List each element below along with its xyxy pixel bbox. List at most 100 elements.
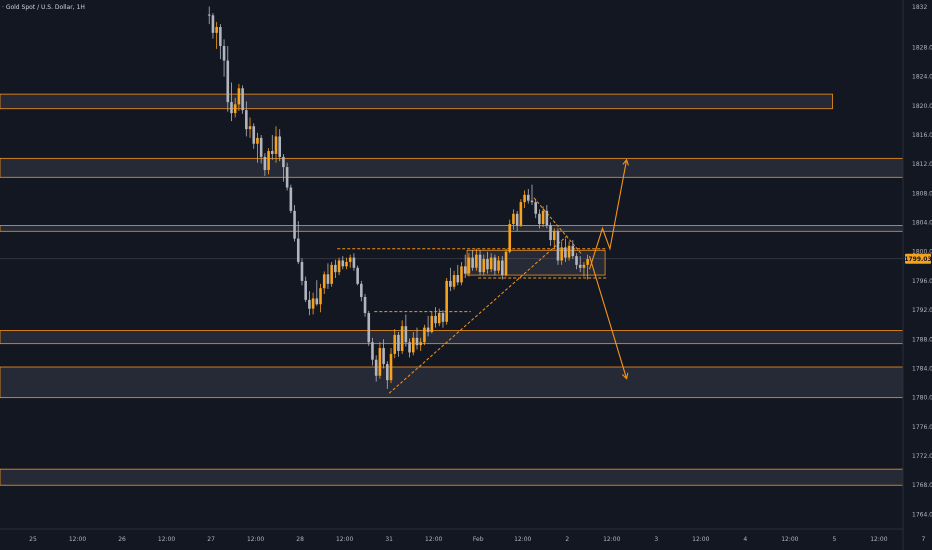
candle [211,13,215,39]
candle [586,254,589,280]
candle [237,83,241,111]
candle [475,248,478,271]
candle-body [393,334,397,354]
candle [575,253,578,270]
zone-rect [0,225,904,232]
candle [404,314,408,347]
candle [501,256,504,280]
candle-body [460,266,463,283]
candle [322,271,326,295]
trendline [533,197,583,255]
x-tick-label: 7 [921,536,925,543]
candle [426,315,430,337]
candle-body [426,327,430,332]
zone-rect [0,93,833,110]
candle-body [296,238,300,262]
candle [497,256,500,274]
y-tick-label: 1768.00 [912,482,932,489]
candle [315,280,319,306]
candle [463,254,467,278]
candle [508,219,512,254]
candle [456,264,460,286]
x-tick-label: 12:00 [247,536,264,543]
candle-body [493,257,497,271]
candle-body [482,259,486,273]
candle-body [478,254,482,273]
candle [467,253,471,277]
candle [519,199,523,227]
candle [282,153,285,182]
candle [504,248,508,277]
candle-body [552,231,556,241]
x-tick-label: 5 [832,536,836,543]
last-price-marker: 1799.03 [904,253,932,264]
candle [300,258,304,286]
candle [215,21,218,49]
candle-body [515,213,519,226]
candle-body [489,257,493,270]
candle-body [534,202,538,214]
candle-body [311,298,315,309]
candle [430,311,434,334]
candle-body [430,315,434,332]
candle [541,206,545,227]
candle-body [304,280,307,300]
candle [411,331,415,356]
candle-body [270,151,274,154]
candle [259,134,263,164]
candle-body [356,267,359,284]
candle [489,253,493,273]
candle-body [400,326,404,351]
candle [515,210,519,232]
y-tick-label: 1824.00 [912,74,932,81]
candle-body [207,14,211,16]
candle [285,162,289,191]
candle [248,117,252,138]
y-tick-label: 1828.00 [912,44,932,51]
x-tick-label: 12:00 [514,536,531,543]
price-axis[interactable]: 1828.00 1824.00 1820.00 1816.00 1812.00 1808.… [912,44,932,518]
candle-body [245,110,248,130]
candle [408,338,411,358]
candle-body [508,224,512,252]
candle-body [538,213,541,225]
candle [415,327,419,350]
candle [386,361,389,389]
candle [241,85,244,114]
x-tick-label: 26 [118,536,126,543]
time-axis[interactable]: 25 12:00 26 12:00 27 12:00 28 12:00 31 12:00 Feb 12… [29,536,925,543]
candle [308,291,311,316]
candle-body [423,327,426,343]
candle [326,263,330,289]
candle [341,256,345,270]
candle-body [274,136,278,154]
candle-body [567,245,571,258]
candle-body [549,225,552,241]
candle-body [237,88,241,105]
y-tick-label: 1796.00 [912,278,932,285]
candle-body [415,337,419,346]
candle [226,45,230,112]
y-tick-label: 1772.00 [912,453,932,460]
zone-rect [0,468,904,486]
candle-body [519,202,523,226]
candle-body [367,313,371,343]
candle [397,331,400,357]
candle [245,101,248,137]
candle-body [345,261,348,267]
candle [556,228,560,265]
projection-path [588,159,628,270]
candle [334,259,337,278]
candle [311,292,315,315]
candle-body [452,275,456,287]
candle-body [293,210,296,239]
candle [538,209,541,229]
candle-body [560,247,563,261]
candle [486,251,489,274]
candle [445,277,448,325]
candle-body [226,60,230,103]
candle-body [330,264,333,284]
x-tick-label: 31 [385,536,393,543]
candle [270,134,274,160]
